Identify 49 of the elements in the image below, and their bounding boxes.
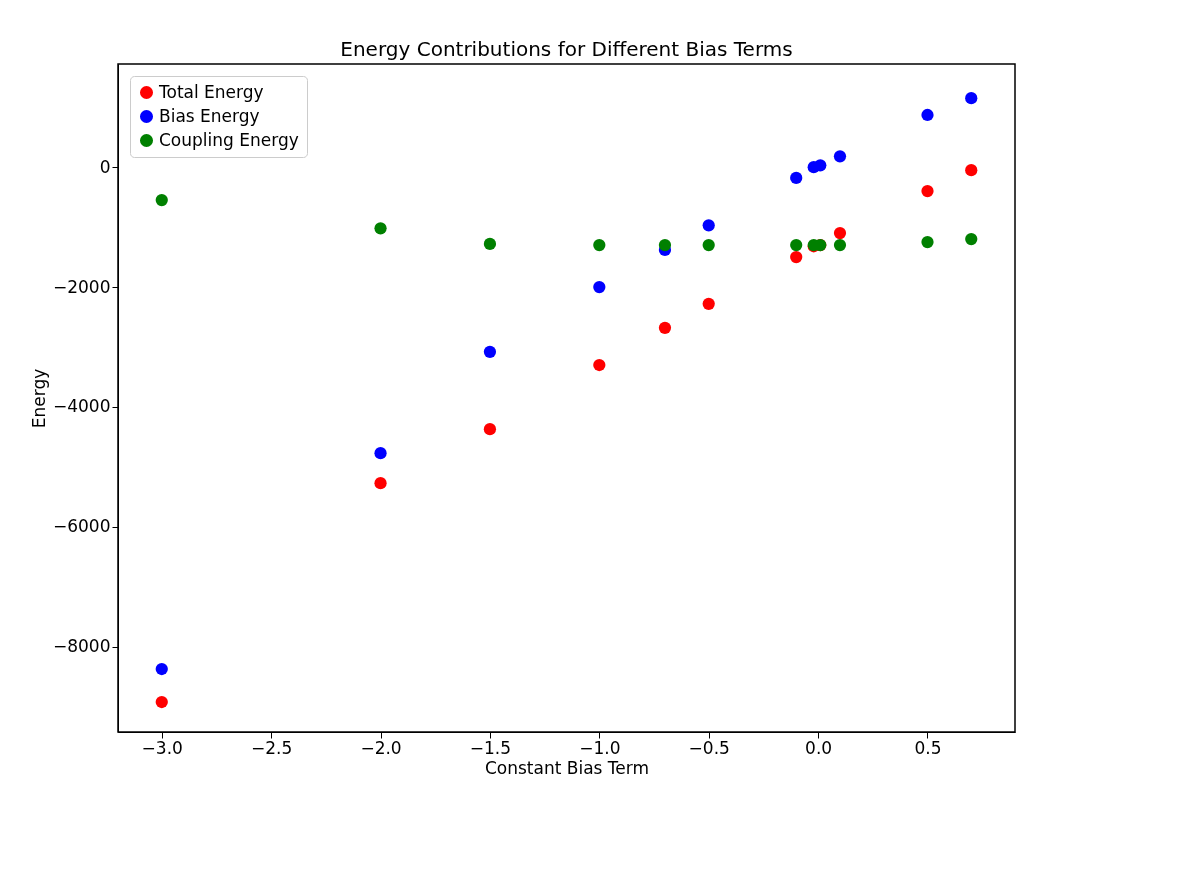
y-tick-label: −2000 — [52, 276, 111, 297]
point — [965, 164, 978, 177]
point — [702, 238, 715, 252]
x-tick-label: −0.5 — [688, 737, 730, 758]
point — [790, 250, 803, 264]
point — [374, 222, 387, 235]
point — [921, 235, 934, 249]
point — [833, 150, 847, 163]
legend-label: Bias Energy — [159, 105, 260, 126]
point — [833, 226, 847, 240]
point — [483, 423, 497, 436]
y-axis-title: Energy — [28, 368, 49, 429]
y-tick-label: 0 — [99, 156, 111, 177]
legend-label: Coupling Energy — [159, 129, 299, 150]
point — [374, 477, 387, 490]
x-tick-label: 0.0 — [805, 737, 833, 758]
point — [593, 238, 606, 252]
y-tick-label: −8000 — [52, 636, 111, 657]
point — [921, 185, 934, 198]
point — [658, 321, 672, 334]
point — [790, 238, 803, 252]
point — [155, 662, 168, 676]
y-tick-label: −4000 — [52, 396, 111, 417]
point — [155, 194, 168, 207]
point — [702, 219, 715, 232]
x-tick-label: 0.5 — [914, 737, 942, 758]
point — [593, 280, 606, 294]
point — [155, 695, 168, 709]
x-tick-label: −3.0 — [141, 737, 183, 758]
point — [965, 232, 978, 246]
x-axis-title: Constant Bias Term — [484, 757, 650, 778]
point — [965, 92, 978, 105]
point — [702, 297, 715, 310]
legend-label: Total Energy — [158, 81, 264, 102]
x-tick-label: −1.5 — [469, 737, 512, 758]
point — [483, 345, 497, 358]
y-tick-label: −6000 — [52, 516, 111, 537]
x-tick-label: −2.5 — [251, 737, 293, 758]
point — [374, 447, 387, 460]
point — [921, 108, 934, 122]
point — [593, 358, 606, 372]
point — [814, 159, 827, 172]
x-tick-label: −2.0 — [360, 737, 402, 758]
chart-title: Energy Contributions for Different Bias Terms — [340, 37, 793, 61]
point — [658, 238, 672, 252]
point — [790, 171, 803, 185]
x-tick-label: −1.0 — [579, 737, 621, 758]
point — [483, 237, 497, 250]
point — [833, 238, 847, 252]
